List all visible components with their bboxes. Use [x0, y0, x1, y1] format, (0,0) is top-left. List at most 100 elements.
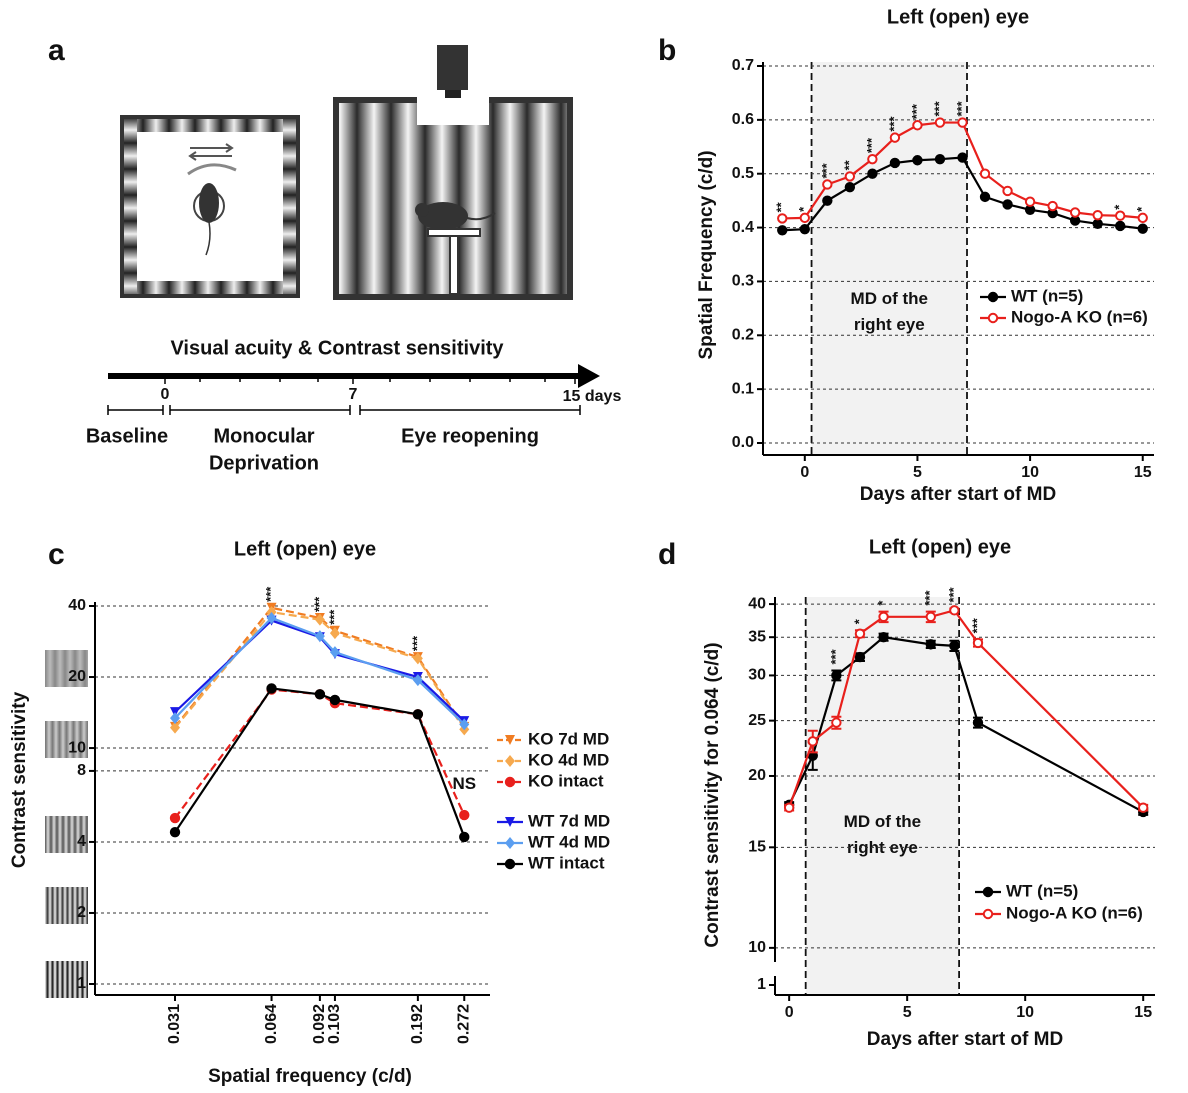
legend-marker [504, 776, 516, 788]
marker [831, 717, 842, 728]
x-tick-label: 5 [913, 464, 922, 481]
x-axis-label: Days after start of MD [867, 1029, 1063, 1050]
marker [169, 812, 181, 824]
grating-thumb [45, 816, 88, 853]
legend-label: WT (n=5) [1006, 881, 1078, 900]
marker [459, 718, 470, 731]
panel-label: c [48, 538, 65, 571]
legend-marker [987, 291, 999, 303]
marker [1069, 207, 1081, 218]
marker [925, 639, 936, 650]
y-tick-label: 1 [757, 976, 766, 993]
y-tick-label: 0.3 [732, 273, 754, 290]
y-axis-label: Contrast sensitivity for 0.064 (c/d) [702, 642, 723, 947]
apparatus [107, 45, 600, 415]
y-tick-label: 1 [77, 975, 86, 992]
marker [170, 721, 181, 734]
grating-thumb [45, 650, 88, 687]
y-tick-label: 8 [77, 762, 86, 779]
legend-marker [505, 735, 515, 745]
annotation: * [1112, 204, 1127, 210]
legend-label: Nogo-A KO (n=6) [1006, 903, 1143, 922]
marker [867, 153, 878, 165]
marker [1115, 220, 1126, 232]
y-tick-label: 10 [68, 739, 86, 756]
annotation: ** [841, 159, 856, 170]
marker [314, 613, 325, 626]
x-tick-label: 0.064 [263, 1004, 280, 1044]
rotation-arrow [187, 163, 237, 176]
marker [459, 809, 470, 821]
x-tick-label: 0 [800, 464, 809, 481]
grating-thumb [45, 961, 88, 998]
marker [412, 709, 424, 720]
y-tick-label: 0.7 [732, 57, 754, 74]
marker [949, 640, 960, 652]
annotation: NS [452, 774, 476, 793]
marker [783, 802, 795, 813]
legend-marker [505, 837, 515, 849]
timeline-tick: 0 [161, 386, 170, 403]
x-tick-label: 15 [1134, 1004, 1152, 1021]
marker [831, 670, 842, 681]
series-line [174, 687, 466, 838]
marker [972, 717, 984, 728]
legend-label: WT 4d MD [528, 832, 610, 851]
y-tick-label: 0.6 [732, 111, 754, 128]
annotation: * [1134, 206, 1149, 212]
y-tick-label: 0.2 [732, 327, 754, 344]
marker [1002, 185, 1013, 197]
legend-marker [987, 312, 999, 324]
x-tick-label: 15 [1134, 464, 1152, 481]
y-tick-label: 30 [748, 667, 766, 684]
marker [266, 611, 277, 624]
legend-label: Nogo-A KO (n=6) [1011, 307, 1148, 326]
x-tick-label: 0.031 [166, 1004, 183, 1044]
screen-opening [417, 97, 489, 125]
annotation: *** [954, 100, 969, 116]
y-tick-label: 2 [77, 904, 86, 921]
annotation: * [796, 206, 811, 212]
mouse-head [415, 203, 429, 217]
x-tick-label: 10 [1021, 464, 1039, 481]
region-label: MD of the [851, 289, 928, 308]
marker [878, 631, 889, 643]
y-tick-label: 0.5 [732, 165, 754, 182]
mouse [199, 183, 219, 223]
annotation: *** [946, 586, 961, 602]
y-axis-label: Spatial Frequency (c/d) [696, 150, 717, 359]
x-tick-label: 0.272 [455, 1004, 472, 1044]
legend-label: KO 7d MD [528, 729, 609, 748]
camera [437, 45, 468, 90]
y-axis-label: Contrast sensitivity [9, 691, 30, 868]
marker [979, 168, 991, 179]
timeline-ticks [164, 376, 576, 384]
annotation: *** [969, 617, 984, 633]
marker [799, 212, 810, 224]
marker [777, 213, 788, 224]
annotation: *** [931, 100, 946, 116]
grating-thumb [45, 887, 88, 924]
marker [777, 225, 788, 236]
arrow-head [578, 364, 600, 388]
marker [412, 652, 423, 665]
marker [459, 831, 470, 843]
marker [314, 630, 325, 643]
x-axis-label: Spatial frequency (c/d) [208, 1066, 412, 1087]
marker [1024, 196, 1036, 207]
annotation: *** [819, 162, 834, 178]
y-tick-label: 40 [748, 595, 766, 612]
region-label: MD of the [844, 812, 921, 831]
legend-label: KO 4d MD [528, 750, 609, 769]
marker [1137, 223, 1148, 234]
phase-label: Monocular [213, 425, 314, 447]
panel-label: a [48, 34, 65, 67]
y-tick-label: 40 [68, 597, 86, 614]
annotation: *** [409, 635, 424, 651]
region-label: right eye [847, 838, 918, 857]
y-tick-label: 25 [748, 712, 766, 729]
marker [822, 179, 833, 190]
annotation: *** [311, 596, 326, 612]
marker [329, 627, 340, 640]
